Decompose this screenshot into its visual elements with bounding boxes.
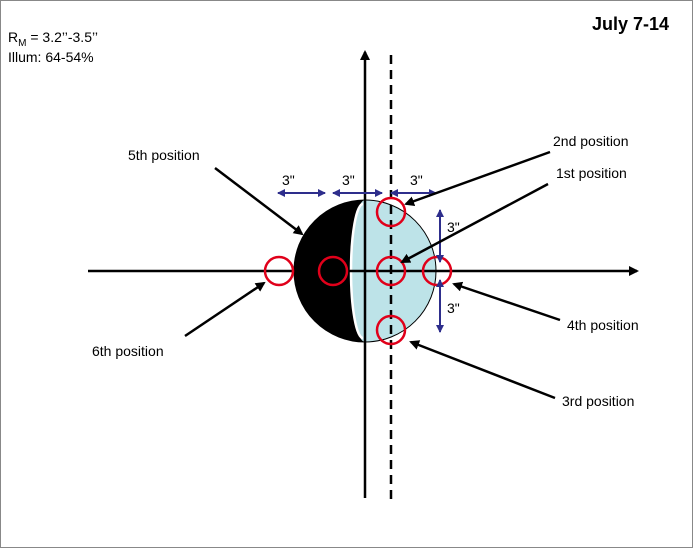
position-label: 2nd position	[553, 133, 629, 149]
pointer-arrow	[214, 167, 304, 236]
position-label: 1st position	[556, 165, 627, 181]
pointer-arrow	[184, 281, 266, 338]
position-marker	[263, 255, 295, 287]
pointer-arrow	[404, 150, 551, 206]
spacing-label: 3"	[282, 172, 295, 188]
pointer-arrow	[452, 281, 561, 322]
position-label: 5th position	[128, 147, 200, 163]
position-marker	[375, 255, 407, 287]
position-label: 3rd position	[562, 393, 634, 409]
radius-label: RM = 3.2’’-3.5’’	[8, 29, 98, 49]
spacing-label: 3"	[447, 219, 460, 235]
illumination-label: Illum: 64-54%	[8, 49, 94, 65]
pointer-arrow	[400, 182, 549, 264]
spacing-label: 3"	[342, 172, 355, 188]
spacing-label: 3"	[410, 172, 423, 188]
position-label: 6th position	[92, 343, 164, 359]
position-label: 4th position	[567, 317, 639, 333]
position-marker	[375, 196, 407, 228]
position-marker	[317, 255, 349, 287]
pointer-arrow	[409, 340, 556, 400]
spacing-label: 3"	[447, 300, 460, 316]
position-marker	[375, 314, 407, 346]
title: July 7-14	[592, 14, 669, 34]
